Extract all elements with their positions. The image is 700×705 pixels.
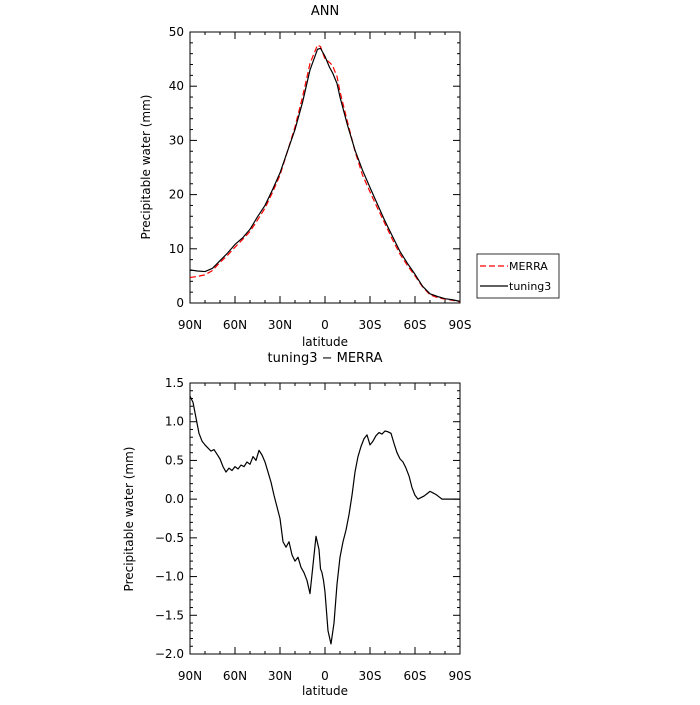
bottom-x-tick-label: 30S	[359, 669, 382, 683]
top-x-tick-label: 60S	[404, 318, 427, 332]
bottom-y-tick-label: −0.5	[155, 531, 184, 545]
top-ticks: 90N 60N 30N 0 30S 60S 90S 0 10 20 30 40 50	[169, 25, 472, 332]
bottom-chart-title: tuning3 − MERRA	[268, 351, 383, 366]
bottom-x-tick-label: 60N	[223, 669, 247, 683]
bottom-y-tick-label: 0.5	[165, 453, 184, 467]
top-x-tick-label: 0	[321, 318, 329, 332]
bottom-y-tick-label: 0.0	[165, 492, 184, 506]
bottom-x-tick-label: 0	[321, 669, 329, 683]
top-x-tick-label: 60N	[223, 318, 247, 332]
top-x-tick-label: 90N	[178, 318, 202, 332]
bottom-y-tick-label: 1.5	[165, 376, 184, 390]
panel-top: ANN 90N 60N 30N 0 30S 60S 90S 0 10 20 30 40 50 latit…	[139, 4, 560, 349]
top-series-line-merra	[189, 44, 461, 303]
bottom-y-tick-label: 1.0	[165, 415, 184, 429]
top-chart-title: ANN	[311, 4, 339, 19]
top-series-line-tuning3	[189, 47, 461, 302]
bottom-x-axis-title: latitude	[302, 684, 348, 698]
top-series-lines	[189, 44, 461, 303]
top-y-tick-label: 20	[169, 188, 184, 202]
legend: MERRA tuning3	[476, 253, 560, 299]
bottom-ticks: 90N 60N 30N 0 30S 60S 90S −2.0 −1.5 −1.0 −0.5 0.0 0.…	[155, 376, 472, 683]
bottom-plot-frame	[189, 382, 461, 655]
top-y-tick-label: 10	[169, 242, 184, 256]
bottom-x-tick-label: 30N	[268, 669, 292, 683]
legend-label-tuning3: tuning3	[509, 280, 551, 293]
bottom-x-tick-label: 60S	[404, 669, 427, 683]
bottom-y-tick-label: −1.0	[155, 570, 184, 584]
bottom-y-tick-label: −2.0	[155, 647, 184, 661]
top-plot-frame	[189, 31, 461, 304]
top-y-tick-label: 40	[169, 79, 184, 93]
legend-box	[476, 253, 560, 299]
panel-bottom: tuning3 − MERRA 90N 60N 30N 0 30S 60S 90S −2.0 −…	[122, 351, 471, 698]
bottom-series-lines	[189, 395, 460, 645]
top-y-tick-label: 50	[169, 25, 184, 39]
bottom-x-tick-label: 90S	[449, 669, 472, 683]
bottom-x-tick-label: 90N	[178, 669, 202, 683]
legend-label-merra: MERRA	[509, 260, 548, 273]
top-x-tick-label: 90S	[449, 318, 472, 332]
top-x-tick-label: 30N	[268, 318, 292, 332]
bottom-y-tick-label: −1.5	[155, 608, 184, 622]
bottom-y-axis-title: Precipitable water (mm)	[122, 447, 136, 592]
top-y-tick-label: 30	[169, 133, 184, 147]
top-y-axis-title: Precipitable water (mm)	[139, 95, 153, 240]
bottom-series-line-difference	[189, 395, 460, 645]
top-x-tick-label: 30S	[359, 318, 382, 332]
top-y-tick-label: 0	[176, 296, 184, 310]
top-x-axis-title: latitude	[302, 335, 348, 349]
